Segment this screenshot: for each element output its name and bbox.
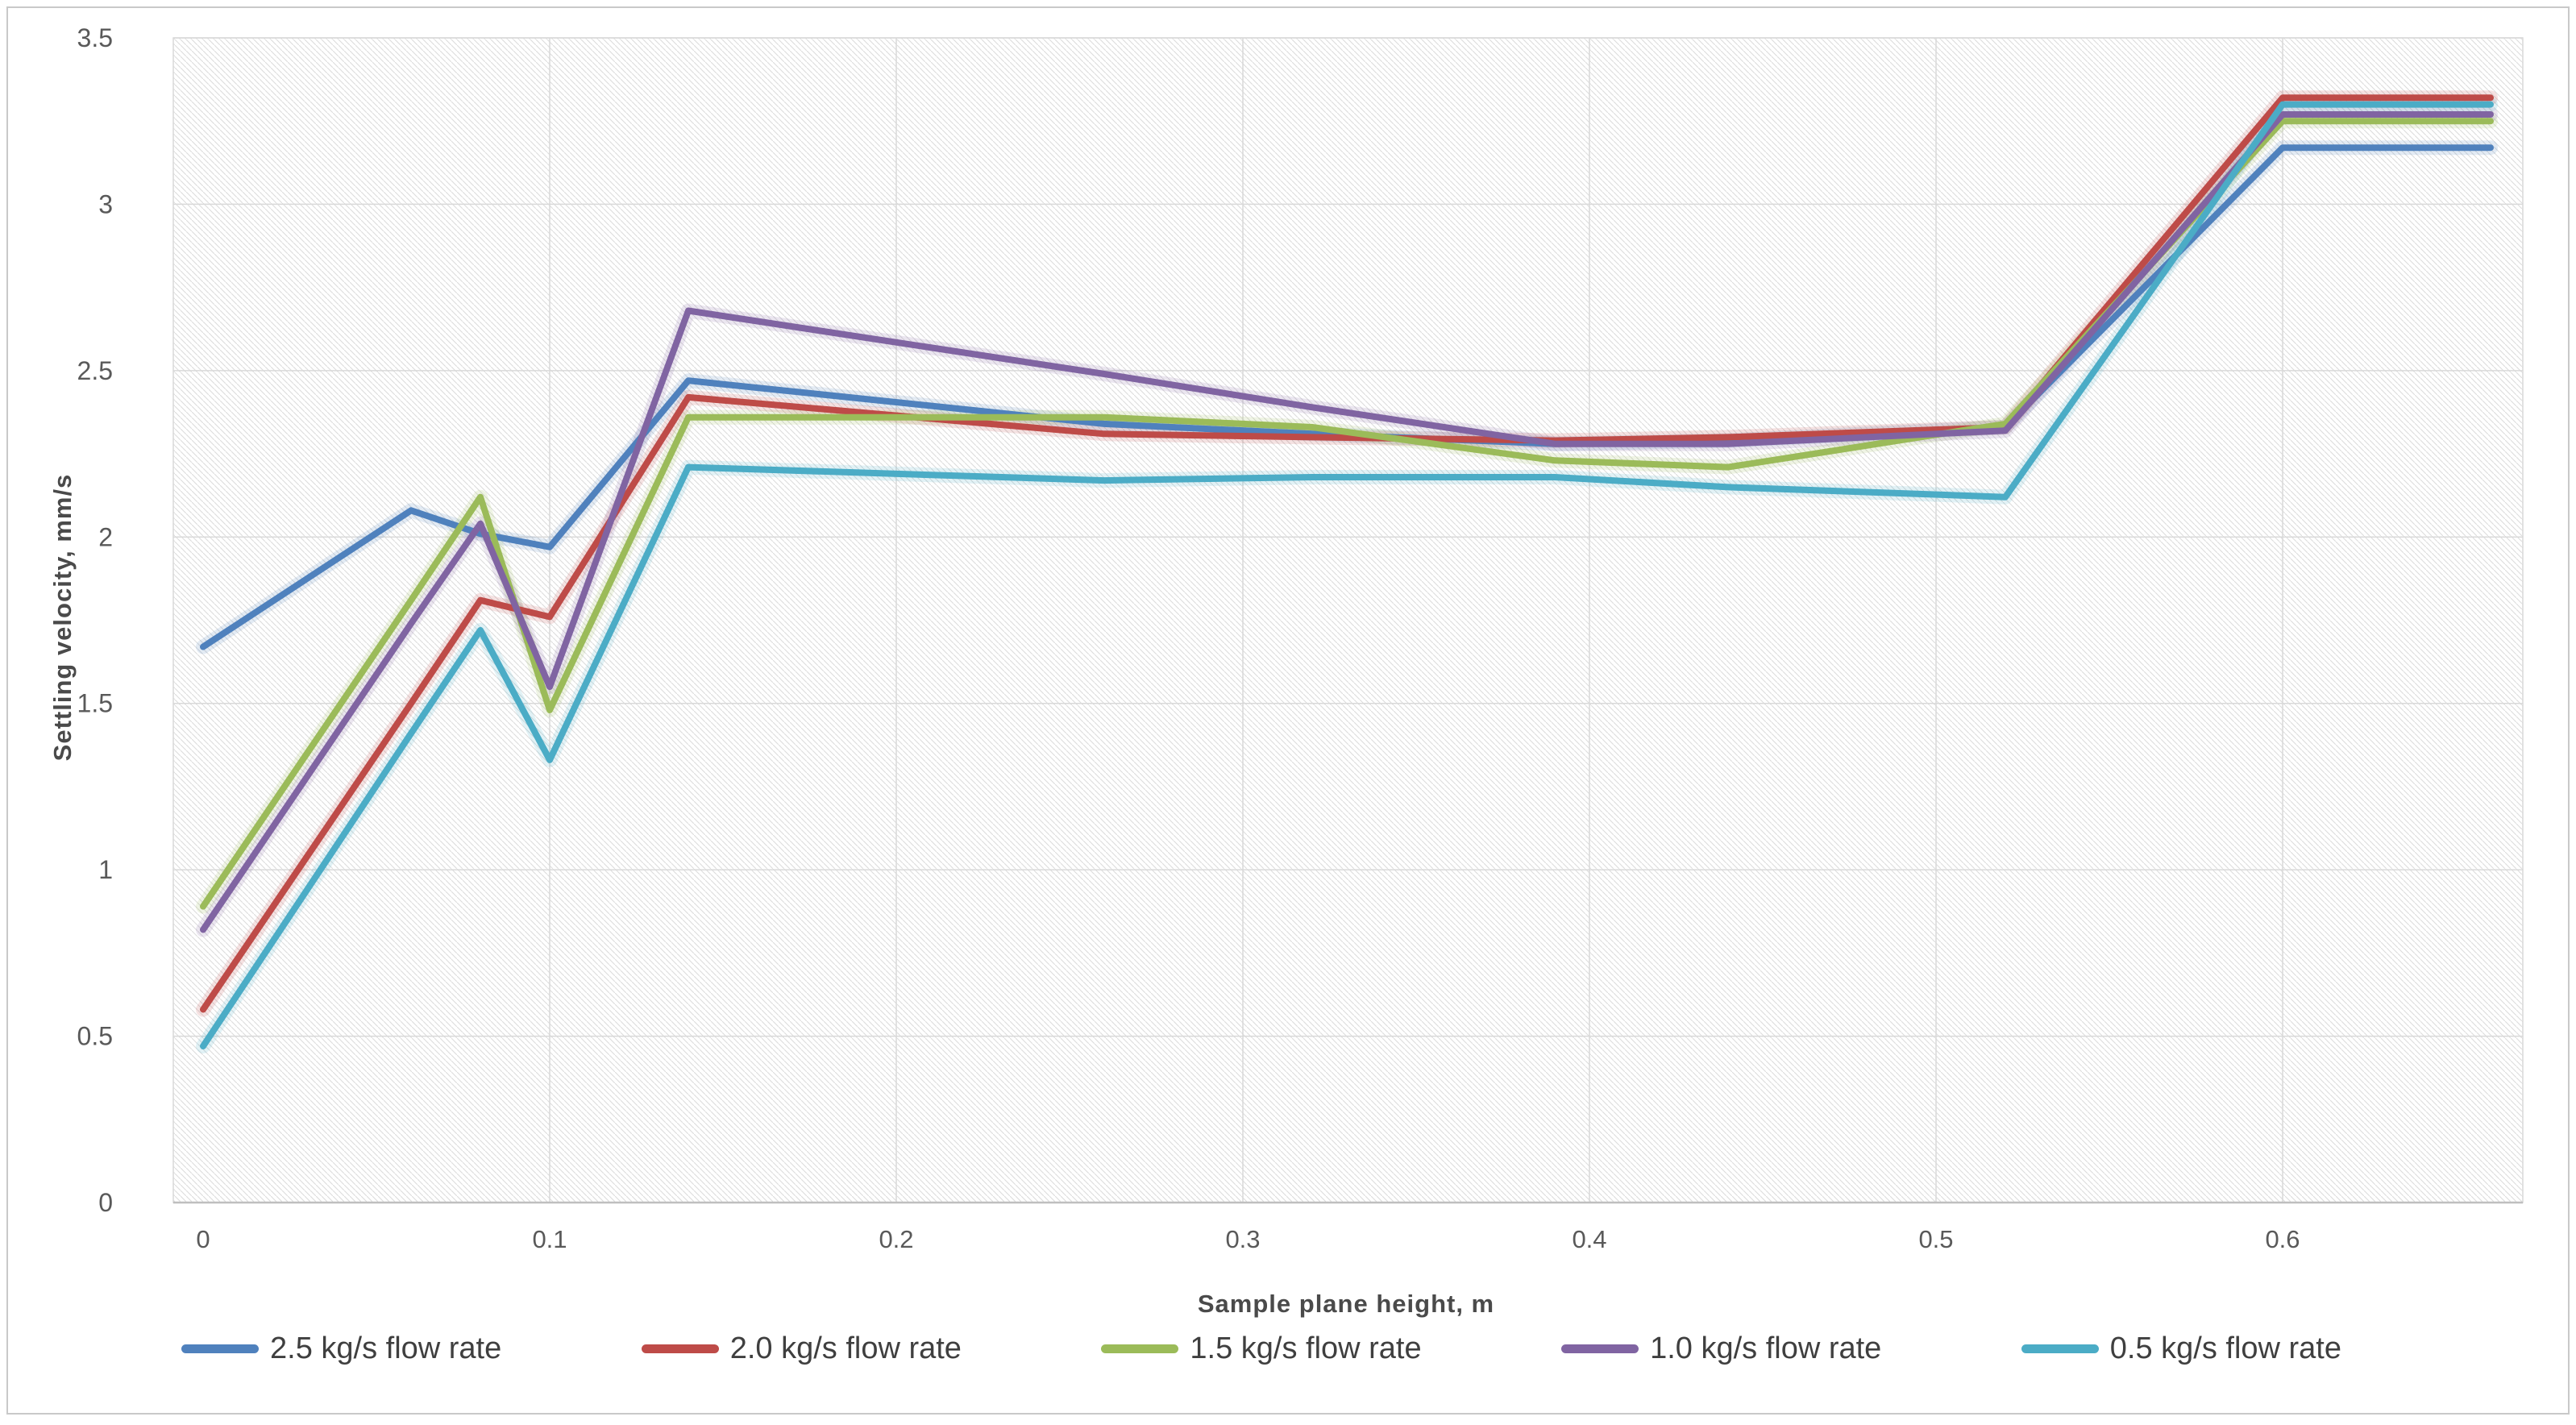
y-tick-label: 1.5: [77, 689, 113, 718]
legend-item-2: 1.5 kg/s flow rate: [1101, 1331, 1422, 1366]
legend-key-icon: [1561, 1344, 1639, 1353]
legend-label: 1.5 kg/s flow rate: [1190, 1331, 1422, 1365]
series-line-4: [200, 101, 2494, 1049]
y-tick-label: 2.5: [77, 356, 113, 385]
x-tick-label: 0.3: [1225, 1225, 1260, 1253]
x-gridlines-and-ticks: 0 0.1 0.2 0.3 0.4 0.5 0.6: [196, 38, 2300, 1253]
legend-item-0: 2.5 kg/s flow rate: [181, 1332, 501, 1366]
legend-label: 1.0 kg/s flow rate: [1650, 1331, 1882, 1365]
y-tick-label: 0.5: [77, 1022, 113, 1051]
legend-item-1: 2.0 kg/s flow rate: [641, 1331, 962, 1366]
legend-key-icon: [641, 1344, 719, 1353]
legend-key-icon: [2021, 1344, 2099, 1353]
chart-legend: 2.5 kg/s flow rate 2.0 kg/s flow rate 1.5 …: [181, 1320, 2341, 1377]
x-tick-label: 0.1: [532, 1225, 567, 1253]
plot-background: [172, 37, 2524, 1203]
y-tick-label: 3: [98, 189, 113, 218]
x-tick-label: 0.5: [1918, 1225, 1953, 1253]
y-gridlines-and-ticks: 0 0.5 1 1.5 2 2.5 3 3.5: [77, 23, 2523, 1217]
x-axis-title: Sample plane height, m: [1197, 1290, 1495, 1318]
legend-label: 2.5 kg/s flow rate: [270, 1331, 502, 1365]
x-tick-label: 0.4: [1572, 1225, 1606, 1253]
y-tick-label: 2: [98, 522, 113, 551]
x-tick-label: 0: [196, 1225, 210, 1253]
x-tick-label: 0.6: [2265, 1225, 2300, 1253]
y-tick-label: 3.5: [77, 23, 113, 52]
legend-label: 0.5 kg/s flow rate: [2109, 1331, 2341, 1365]
y-axis-title: Settling velocity, mm/s: [48, 473, 77, 762]
legend-item-4: 0.5 kg/s flow rate: [2021, 1332, 2341, 1366]
y-tick-label: 1: [98, 855, 113, 884]
y-tick-label: 0: [98, 1188, 113, 1217]
legend-item-3: 1.0 kg/s flow rate: [1561, 1332, 1881, 1366]
legend-label: 2.0 kg/s flow rate: [729, 1331, 962, 1365]
x-tick-label: 0.2: [879, 1225, 913, 1253]
series-line-3: [200, 111, 2494, 933]
legend-key-icon: [181, 1344, 259, 1353]
legend-key-icon: [1101, 1344, 1179, 1353]
